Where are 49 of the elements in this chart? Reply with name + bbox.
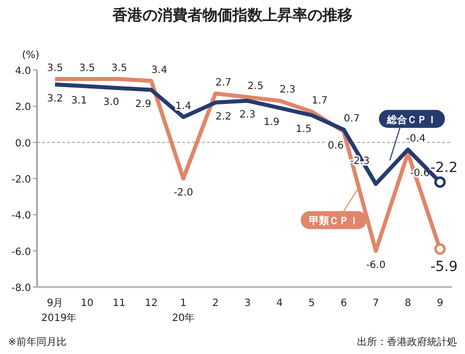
data-label: 1.4 [175,101,192,112]
y-tick-label: 2.0 [15,102,31,114]
y-tick-label: -2.0 [11,174,31,186]
x-tick-label: 2 [212,298,219,309]
text: ※前年同月比 [8,336,66,348]
series-label: 甲類ＣＰＩ [308,215,359,228]
data-label: 1.5 [296,124,312,136]
data-label: -2.2 [430,160,458,176]
y-tick-label: 4.0 [15,66,31,77]
data-label: 3.5 [79,63,96,74]
x-tick-label: 4 [276,298,283,309]
data-label: 2.9 [135,98,152,110]
data-label: 3.4 [151,64,168,76]
data-label: -5.9 [430,259,458,276]
x-tick-label: 10 [80,298,94,309]
x-tick-label: 3 [244,298,251,309]
data-label: 2.3 [280,84,296,96]
data-label: 3.5 [111,63,128,74]
data-label: -6.0 [366,260,386,271]
data-label: -0.4 [406,134,426,145]
x-tick-label: 9 [436,298,444,309]
data-label: 3.2 [47,93,63,104]
x-tick-label: 11 [112,298,126,309]
chart-title: 香港の消費者物価指数上昇率の推移 [112,6,352,24]
x-tick-label: 5 [308,298,315,309]
data-label: 2.5 [248,81,264,92]
data-label: 2.2 [215,112,232,123]
data-label: 1.9 [264,116,280,128]
y-tick-label: -6.0 [11,246,31,258]
y-axis-title: (%) [22,50,40,61]
data-label: 2.3 [240,110,256,121]
y-tick-label: -8.0 [11,283,31,294]
x-tick-label: 1 20年 [172,298,195,324]
x-tick-label: 9月 2019年 [41,298,77,324]
data-label: 0.6 [328,140,344,152]
data-label: 1.7 [312,96,328,107]
data-label: 2.7 [215,78,232,89]
x-tick-label: 7 [372,298,380,309]
text: 出所：香港政府統計処 [357,336,457,348]
x-tick-label: 12 [144,298,158,309]
x-tick-label: 6 [340,298,347,309]
data-label: 3.1 [71,95,88,106]
data-label: 0.7 [344,114,360,125]
data-label: 3.0 [103,97,120,108]
y-tick-label: 0.0 [15,138,31,150]
y-tick-label: -4.0 [11,210,31,222]
data-label: -2.0 [174,188,194,198]
x-tick-label: 8 [404,298,412,309]
data-label: 3.5 [47,63,63,74]
